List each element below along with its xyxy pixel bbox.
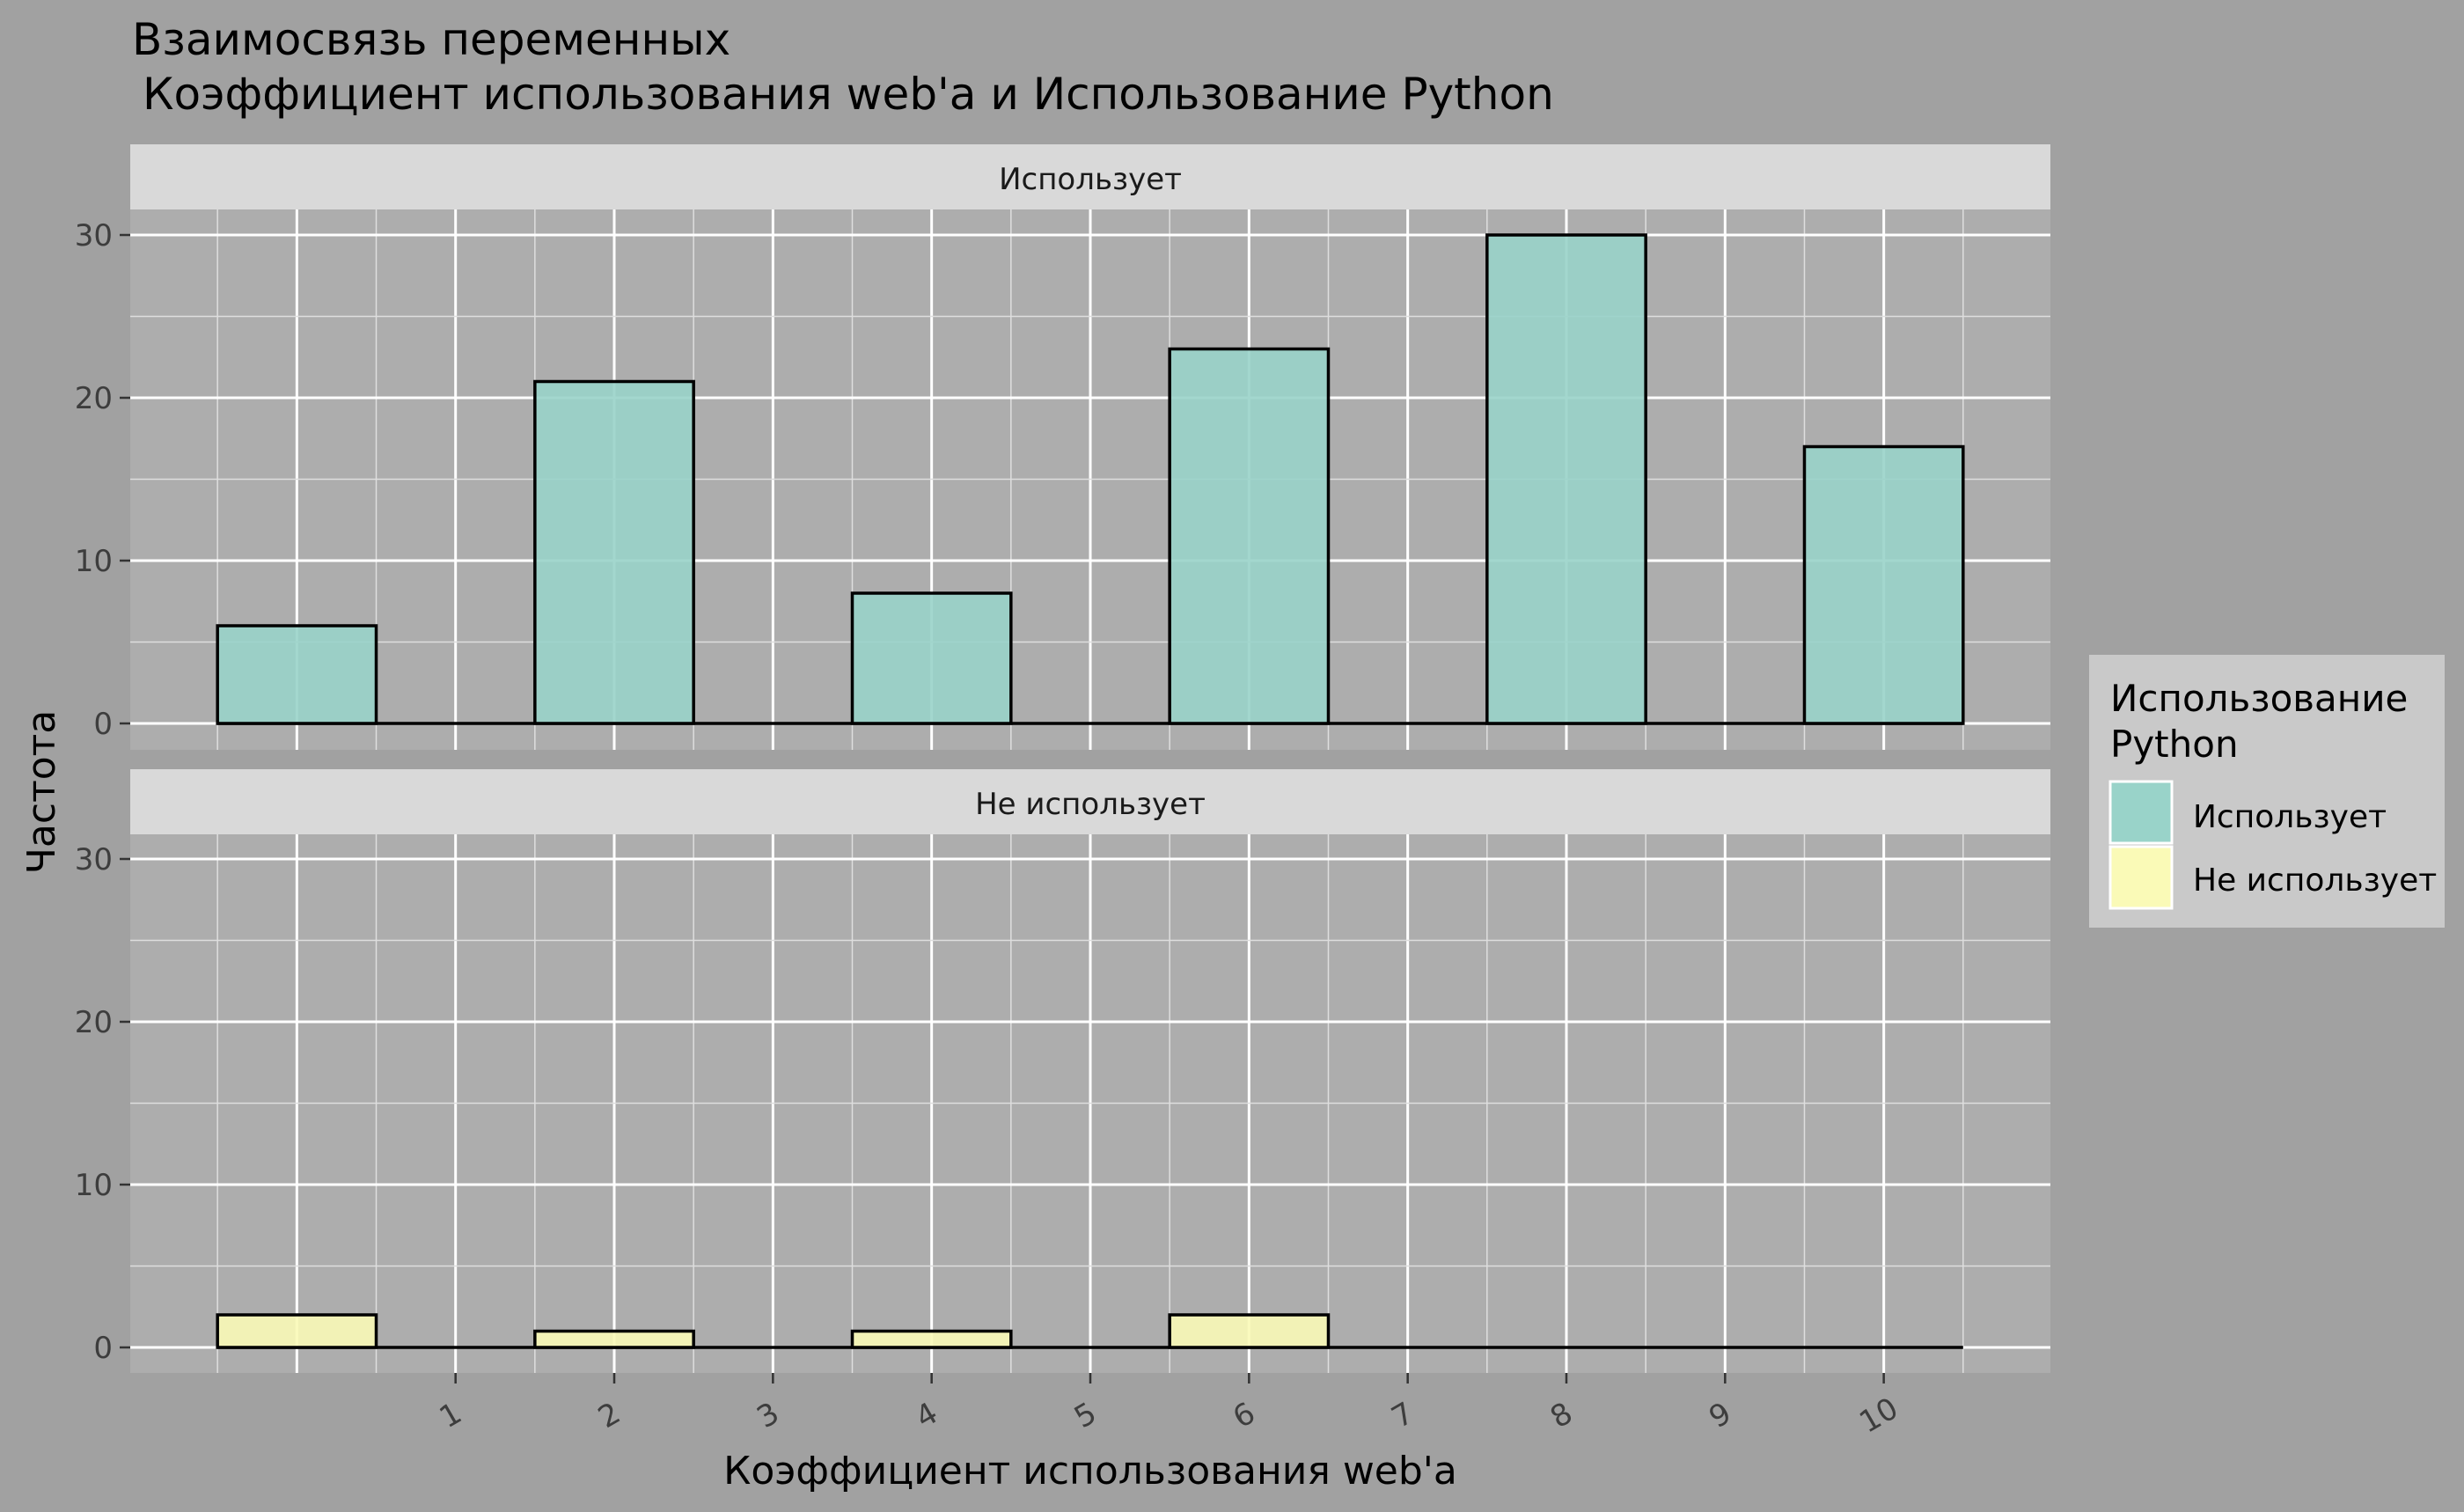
y-tick-label: 20 [75, 381, 113, 416]
bars-uses [216, 233, 1965, 725]
legend: Использование Python Использует Не испол… [2089, 655, 2445, 928]
bar [850, 591, 1013, 725]
legend-key-not-uses [2108, 845, 2174, 910]
facet-panel-uses: Использует 0 10 20 30 [75, 144, 2050, 750]
legend-title-line2: Python [2110, 723, 2239, 766]
y-tick-label: 10 [75, 544, 113, 579]
y-tick-label: 0 [93, 1331, 113, 1366]
y-tick-label: 0 [93, 707, 113, 742]
y-tick-label: 30 [75, 842, 113, 877]
bar [533, 379, 695, 725]
bar [1485, 233, 1647, 725]
bar [216, 1313, 378, 1349]
bars-not-uses [216, 1313, 1963, 1349]
facet-panel-not-uses: Не использует 0 10 20 30 [75, 769, 2050, 1373]
y-ticks-uses: 0 10 20 30 [75, 218, 130, 742]
y-tick-label: 10 [75, 1168, 113, 1203]
bar [533, 1329, 695, 1349]
legend-label-not-uses: Не использует [2193, 862, 2437, 899]
legend-label-uses: Использует [2193, 799, 2387, 835]
bar [216, 624, 378, 725]
x-axis-label: Коэффициент использования web'a [723, 1449, 1457, 1494]
facet-strip-not-uses [130, 769, 2050, 834]
y-tick-label: 20 [75, 1005, 113, 1040]
bar [1168, 347, 1331, 725]
bar [1802, 444, 1965, 725]
chart-title-line2: Коэффициент использования web'a и Исполь… [143, 69, 1554, 120]
legend-key-uses [2108, 780, 2174, 845]
y-ticks-not-uses: 0 10 20 30 [75, 842, 130, 1366]
facet-strip-label-not-uses: Не использует [975, 787, 1206, 822]
y-axis-label: Частота [19, 710, 64, 874]
legend-title-line1: Использование [2110, 677, 2408, 720]
bar [850, 1329, 1013, 1349]
y-tick-label: 30 [75, 218, 113, 253]
bar [1168, 1313, 1331, 1349]
facet-strip-uses [130, 144, 2050, 209]
chart-title-line1: Взаимосвязь переменных [132, 14, 730, 65]
facet-strip-label-uses: Использует [999, 162, 1182, 197]
